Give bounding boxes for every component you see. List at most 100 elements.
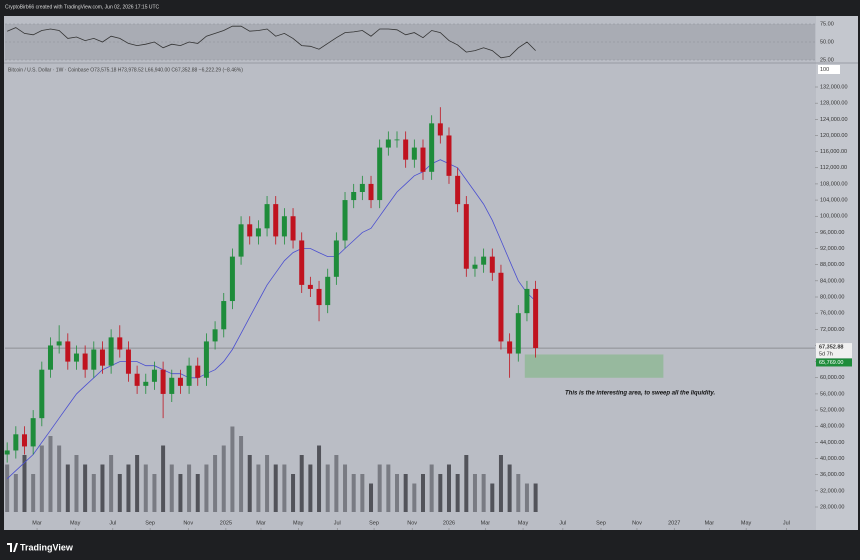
legend: Bitcoin / U.S. Dollar · 1W · Coinbase O7… xyxy=(8,67,243,73)
candle-body xyxy=(117,337,123,350)
candle-body xyxy=(385,139,391,148)
y-tick-label: 96,000.00 xyxy=(820,230,844,236)
candle-body xyxy=(134,373,140,386)
candle-body xyxy=(39,369,45,419)
x-tick-label: 2025 xyxy=(220,520,232,526)
volume-bar xyxy=(169,464,174,512)
volume-bar xyxy=(100,464,105,512)
candle-body xyxy=(489,256,495,273)
candle-body xyxy=(238,224,244,257)
volume-bar xyxy=(152,474,157,512)
x-tick-label: 2026 xyxy=(443,520,455,526)
candle-body xyxy=(255,228,261,237)
volume-bar xyxy=(395,474,400,512)
volume-bar xyxy=(187,464,192,512)
candle-body xyxy=(281,216,287,237)
scale-box xyxy=(818,65,840,74)
candle-body xyxy=(56,341,62,346)
x-tick-label: Mar xyxy=(32,520,42,526)
volume-bar xyxy=(265,455,270,512)
candle-body xyxy=(203,341,209,378)
volume-bar xyxy=(256,464,261,512)
volume-bar xyxy=(498,455,503,512)
candle-body xyxy=(446,135,452,176)
candle-body xyxy=(498,272,504,342)
volume-bar xyxy=(126,464,131,512)
candle-body xyxy=(316,288,322,306)
candle-body xyxy=(186,365,192,386)
candle-body xyxy=(515,313,521,354)
candle-body xyxy=(420,147,426,172)
volume-bar xyxy=(420,474,425,512)
volume-bar xyxy=(317,445,322,512)
x-tick-label: Jul xyxy=(559,520,566,526)
candle-body xyxy=(333,240,339,277)
y-tick-label: 56,000.00 xyxy=(820,391,844,397)
volume-bar xyxy=(472,474,477,512)
candle-body xyxy=(299,240,305,285)
x-tick-label: Nov xyxy=(183,520,193,526)
y-tick-label: 48,000.00 xyxy=(820,424,844,430)
x-tick-label: Sep xyxy=(369,520,379,526)
candle-body xyxy=(463,204,469,269)
candle-body xyxy=(411,147,417,160)
volume-bar xyxy=(325,464,330,512)
y-tick-label: 36,000.00 xyxy=(820,472,844,478)
x-tick-label: Mar xyxy=(256,520,266,526)
candle-body xyxy=(212,329,218,342)
x-tick-label: Sep xyxy=(145,520,155,526)
volume-bar xyxy=(282,464,287,512)
volume-bar xyxy=(204,464,209,512)
volume-bar xyxy=(195,474,200,512)
candle-body xyxy=(342,200,348,241)
rsi-line xyxy=(7,25,536,59)
volume-bar xyxy=(308,464,313,512)
last-price-label: 67,352.88 xyxy=(819,345,843,351)
brand: TradingView xyxy=(20,542,74,552)
countdown: 5d 7h xyxy=(819,352,833,358)
candle-body xyxy=(21,434,27,447)
candle-body xyxy=(125,349,131,374)
volume-bar xyxy=(273,464,278,512)
candle-body xyxy=(73,353,79,362)
x-tick-label: May xyxy=(70,520,81,526)
y-tick-label: 76,000.00 xyxy=(820,311,844,317)
y-tick-label: 40,000.00 xyxy=(820,456,844,462)
candle-body xyxy=(351,192,357,201)
y-tick-label: 132,000.00 xyxy=(820,84,848,90)
price-axis-panel xyxy=(816,16,858,530)
volume-bar xyxy=(239,436,244,512)
candle-body xyxy=(151,369,157,382)
y-tick-label: 80,000.00 xyxy=(820,294,844,300)
candle-body xyxy=(264,204,270,229)
zone-tag xyxy=(816,358,852,367)
volume-bar xyxy=(299,455,304,512)
candle-body xyxy=(507,341,513,354)
x-tick-label: Sep xyxy=(596,520,606,526)
volume-bar xyxy=(117,474,122,512)
volume-bar xyxy=(230,426,235,512)
candle-body xyxy=(377,147,383,201)
candle-body xyxy=(307,284,313,289)
y-tick-label: 60,000.00 xyxy=(820,375,844,381)
candle-body xyxy=(99,349,105,366)
y-tick-label: 28,000.00 xyxy=(820,504,844,510)
y-tick-label: 88,000.00 xyxy=(820,262,844,268)
candle-body xyxy=(108,337,114,366)
candle-body xyxy=(91,349,97,370)
volume-bar xyxy=(83,464,88,512)
y-tick-label: 32,000.00 xyxy=(820,488,844,494)
candle-body xyxy=(65,341,71,362)
y-tick-label: 72,000.00 xyxy=(820,327,844,333)
candle-body xyxy=(437,123,443,136)
volume-bar xyxy=(5,464,10,512)
volume-bar xyxy=(334,455,339,512)
x-tick-label: Mar xyxy=(481,520,491,526)
volume-bar xyxy=(412,483,417,512)
volume-bar xyxy=(57,445,62,512)
volume-bar xyxy=(516,474,521,512)
volume-bar xyxy=(343,464,348,512)
volume-bar xyxy=(39,445,44,512)
x-tick-label: Jul xyxy=(334,520,341,526)
